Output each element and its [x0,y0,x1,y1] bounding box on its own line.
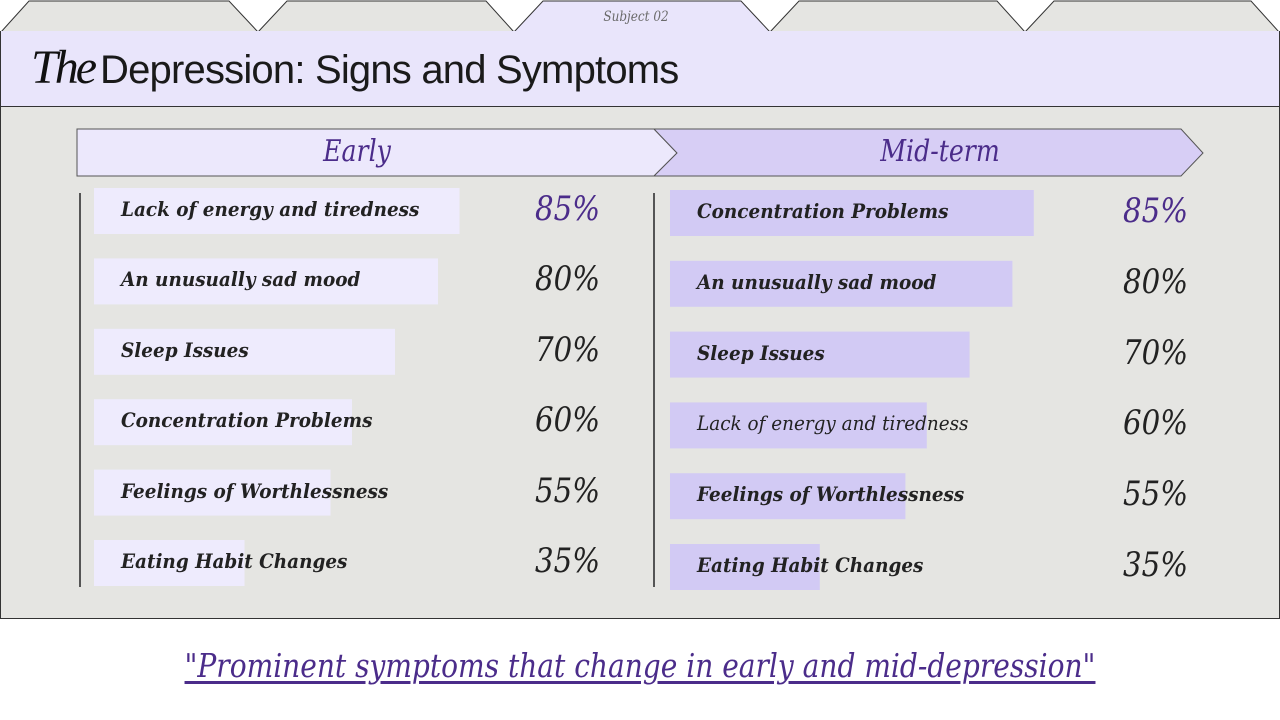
midterm-label-4: Lack of energy and tiredness [697,411,969,436]
early-value-4: 60% [535,400,600,441]
midterm-value-1: 85% [1123,191,1188,231]
title-bar [0,31,1280,107]
early-value-6: 35% [535,541,600,581]
early-bar-3 [94,328,395,375]
early-bars [94,188,460,586]
title-prefix: The [31,41,97,94]
midterm-label-2: An unusually sad mood [697,269,937,294]
midterm-label-3: Sleep Issues [697,340,825,365]
midterm-bar-1 [670,190,1034,236]
midterm-label-1: Concentration Problems [697,199,949,223]
title-text: Depression: Signs and Symptoms [100,48,679,92]
midterm-bars [670,190,1034,590]
early-value-3: 70% [535,329,600,370]
early-value-5: 55% [535,470,600,511]
midterm-bar-2 [670,260,1013,307]
early-bar-1 [94,188,460,234]
early-column-title: Early [323,134,391,169]
midterm-label-5: Feelings of Worthlessness [697,482,965,507]
midterm-bar-4 [670,402,927,449]
early-label-4: Concentration Problems [121,408,373,433]
caption: "Prominent symptoms that change in early… [184,646,1096,685]
early-label-3: Sleep Issues [121,337,249,362]
early-value-1: 85% [535,189,600,229]
midterm-value-5: 55% [1123,474,1188,515]
page-title: The Depression: Signs and Symptoms [31,40,679,100]
early-bar-2 [94,258,438,305]
midterm-value-4: 60% [1123,403,1188,444]
midterm-value-3: 70% [1123,332,1188,373]
midterm-bar-5 [670,473,906,520]
tab-label-subject: Subject 02 [603,9,669,25]
early-axis-line [79,193,81,587]
midterm-bar-6 [670,544,820,590]
early-bar-5 [94,469,331,516]
early-value-2: 80% [535,259,600,300]
midterm-axis-line [653,193,655,587]
early-label-2: An unusually sad mood [121,267,361,292]
midterm-value-6: 35% [1123,545,1188,585]
midterm-header-arrow [652,128,1204,177]
midterm-value-2: 80% [1123,261,1188,302]
midterm-column-title: Mid-term [880,134,1000,169]
early-bar-6 [94,540,245,586]
early-label-6: Eating Habit Changes [121,549,348,573]
early-label-5: Feelings of Worthlessness [121,478,389,503]
midterm-bar-3 [670,331,970,378]
early-label-1: Lack of energy and tiredness [121,197,420,221]
early-bar-4 [94,399,352,446]
midterm-label-6: Eating Habit Changes [697,553,924,577]
